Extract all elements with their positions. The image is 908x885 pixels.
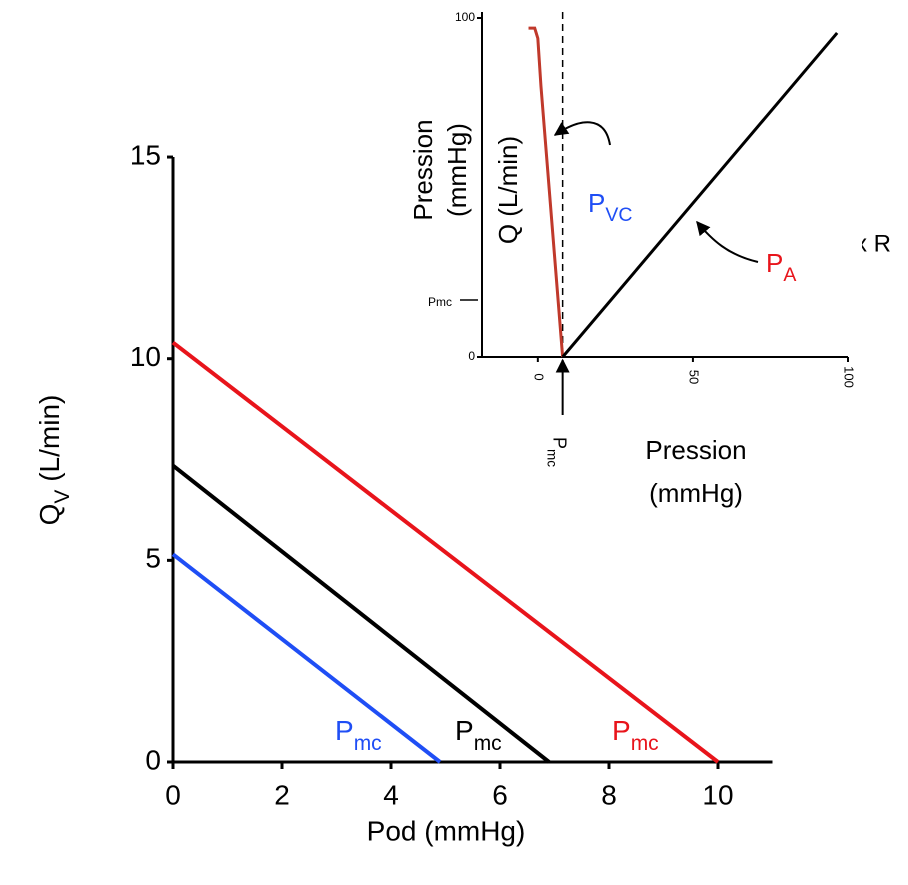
inset-y-axis-label-2: Q (L/min) <box>493 136 523 244</box>
data-line <box>171 340 720 764</box>
inset-x-tick-label: 50 <box>686 370 701 384</box>
inset-x-tick-label: 0 <box>531 373 546 380</box>
annotation-part: P <box>766 248 783 278</box>
x-tick-label: 2 <box>274 779 290 810</box>
annotation: Pmc <box>612 715 659 755</box>
inset-x-axis-label-line: (mmHg) <box>649 478 743 508</box>
annotation: Pmc <box>428 295 452 309</box>
data-line <box>171 552 442 764</box>
annotation: Pmc <box>545 437 570 467</box>
x-tick-label: 10 <box>702 779 733 810</box>
inset-x-axis-label: Pression (mmHg) <box>645 435 746 508</box>
annotation-part: mc <box>545 449 560 467</box>
arrow <box>696 220 759 263</box>
data-line <box>561 31 839 358</box>
data-line <box>528 26 565 358</box>
annotation-part: P <box>588 188 605 218</box>
annotation-part: P <box>612 715 631 746</box>
annotation-part: mc <box>474 732 502 755</box>
inset-x-tick-label: 100 <box>842 366 857 388</box>
x-tick-label: 6 <box>492 779 508 810</box>
inset-y-axis-label: Pression (mmHg) <box>408 119 472 220</box>
arrow <box>553 121 611 146</box>
annotation-part: P <box>550 437 570 449</box>
inset-background <box>482 8 854 357</box>
data-line <box>171 464 551 764</box>
y-tick-label: 15 <box>130 139 161 170</box>
annotation-part: mc <box>354 732 382 755</box>
y-axis-label-part: V <box>51 490 74 504</box>
annotation-part: P <box>455 715 474 746</box>
annotation: PVC <box>588 188 632 226</box>
y-tick-label: 5 <box>145 543 161 574</box>
y-tick-label: 0 <box>145 744 161 775</box>
inset-x-axis-label-line: Pression <box>645 435 746 465</box>
x-axis-label: Pod (mmHg) <box>367 815 526 846</box>
y-axis-label: QV (L/min) <box>34 395 74 526</box>
x-tick-label: 8 <box>601 779 617 810</box>
annotation: Pmc <box>455 715 502 755</box>
annotation: PA <box>766 248 796 286</box>
annotation-part: A <box>783 264 796 286</box>
annotation-part: mc <box>631 732 659 755</box>
y-axis-label-part: Q <box>34 504 65 526</box>
y-axis-label-part: (L/min) <box>34 395 65 490</box>
inset-y-tick-label: 100 <box>455 10 475 24</box>
mask <box>848 228 862 262</box>
inset-y-axis-label-line: (mmHg) <box>442 123 472 217</box>
x-tick-label: 4 <box>383 779 399 810</box>
y-tick-label: 10 <box>130 341 161 372</box>
annotation-part: P <box>335 715 354 746</box>
annotation: Pmc <box>335 715 382 755</box>
inset-y-axis-label-line: Pression <box>408 119 438 220</box>
annotation-part: VC <box>605 204 632 226</box>
inset-y-tick-label: 0 <box>468 349 475 363</box>
x-tick-label: 0 <box>165 779 181 810</box>
